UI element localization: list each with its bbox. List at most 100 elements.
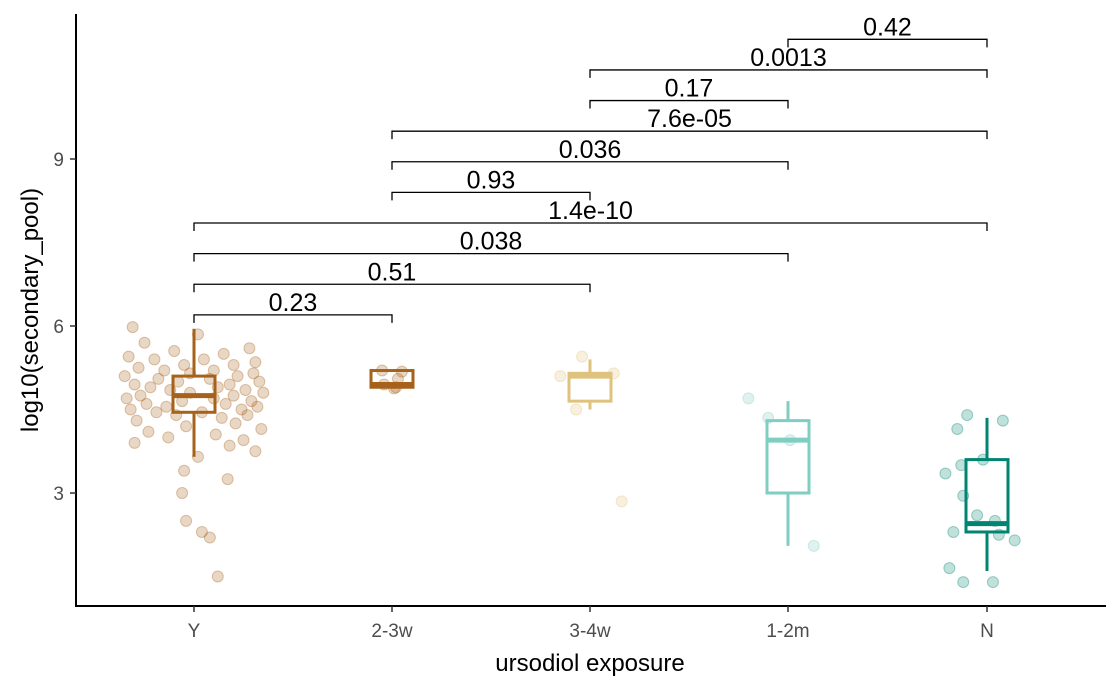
data-point	[231, 370, 244, 383]
data-point	[229, 417, 242, 430]
y-axis-title: log10(secondary_pool)	[17, 188, 44, 432]
comparison-bracket: 0.038	[193, 228, 789, 262]
data-point	[570, 403, 583, 416]
jitter-points	[118, 321, 1021, 589]
data-point	[158, 364, 171, 377]
data-point	[939, 467, 952, 480]
x-tick-label: N	[980, 621, 994, 642]
data-point	[134, 389, 147, 402]
data-point	[142, 425, 155, 438]
data-point	[241, 409, 254, 422]
boxes	[171, 328, 1010, 571]
data-point	[209, 428, 222, 441]
data-point	[615, 495, 628, 508]
x-tick-label: Y	[188, 621, 201, 642]
data-point	[130, 414, 143, 427]
data-point	[128, 436, 141, 449]
box-iqr	[964, 458, 1010, 534]
data-point	[120, 392, 133, 405]
data-point	[951, 422, 964, 435]
data-point	[178, 464, 191, 477]
data-point	[195, 525, 208, 538]
comparison-bracket: 1.4e-10	[193, 197, 988, 232]
comparison-bracket: 0.93	[391, 166, 591, 201]
data-point	[223, 439, 236, 452]
p-value-label: 0.0013	[750, 44, 826, 72]
data-point	[237, 434, 250, 447]
data-point	[742, 392, 755, 405]
bracket-line	[391, 130, 988, 140]
data-point	[249, 356, 262, 369]
comparison-bracket: 0.51	[193, 258, 591, 293]
comparison-bracket: 0.036	[391, 136, 789, 170]
p-value-label: 1.4e-10	[548, 197, 633, 225]
data-point	[986, 576, 999, 589]
data-point	[140, 397, 153, 410]
data-point	[807, 539, 820, 552]
data-point	[943, 562, 956, 575]
data-point	[957, 576, 970, 589]
data-point	[160, 400, 173, 413]
data-point	[150, 406, 163, 419]
comparison-bracket: 0.0013	[589, 44, 988, 78]
box-Y	[171, 328, 217, 457]
data-point	[227, 358, 240, 371]
y-tick-label: 9	[53, 150, 64, 171]
bracket-line	[787, 38, 988, 48]
comparison-bracket: 7.6e-05	[391, 105, 988, 140]
bracket-line	[589, 69, 988, 78]
x-tick-label: 3-4w	[569, 621, 610, 642]
p-value-label: 0.17	[665, 75, 714, 103]
data-point	[180, 514, 193, 527]
data-point	[211, 570, 224, 583]
x-axis-title: ursodiol exposure	[495, 650, 684, 677]
y-tick-label: 6	[53, 317, 64, 338]
bracket-line	[193, 252, 789, 262]
data-point	[961, 409, 974, 422]
data-point	[215, 411, 228, 424]
data-point	[168, 345, 181, 358]
data-point	[152, 372, 165, 385]
data-point	[996, 414, 1009, 427]
data-point	[132, 361, 145, 374]
box-N	[964, 417, 1010, 571]
p-value-label: 0.038	[460, 228, 523, 256]
bracket-line	[391, 191, 591, 201]
data-point	[126, 321, 139, 334]
p-value-label: 0.51	[368, 258, 417, 286]
data-point	[257, 386, 270, 399]
data-point	[178, 358, 191, 371]
bracket-line	[391, 161, 789, 170]
data-point	[203, 531, 216, 544]
bracket-line	[589, 99, 789, 109]
p-value-label: 7.6e-05	[647, 105, 732, 133]
data-point	[247, 367, 260, 380]
comparison-bracket: 0.42	[787, 13, 988, 48]
data-point	[1008, 534, 1021, 547]
data-point	[249, 445, 262, 458]
p-value-label: 0.23	[269, 289, 318, 317]
p-value-label: 0.42	[863, 13, 912, 41]
p-value-label: 0.036	[559, 136, 622, 164]
data-point	[235, 403, 248, 416]
data-point	[576, 350, 589, 363]
data-point	[221, 473, 234, 486]
data-point	[971, 509, 984, 522]
data-point	[239, 384, 252, 397]
data-point	[180, 420, 193, 433]
box-1-2m	[765, 401, 811, 546]
data-point	[118, 370, 131, 383]
p-value-label: 0.93	[467, 166, 516, 194]
data-point	[251, 400, 264, 413]
bracket-line	[193, 222, 988, 232]
data-point	[227, 389, 240, 402]
data-point	[223, 378, 236, 391]
comparison-bracket: 0.23	[193, 289, 393, 323]
data-point	[176, 487, 189, 499]
data-point	[219, 397, 232, 410]
data-point	[148, 353, 161, 366]
bracket-line	[193, 283, 591, 293]
data-point	[947, 525, 960, 538]
box-iqr	[567, 371, 613, 403]
